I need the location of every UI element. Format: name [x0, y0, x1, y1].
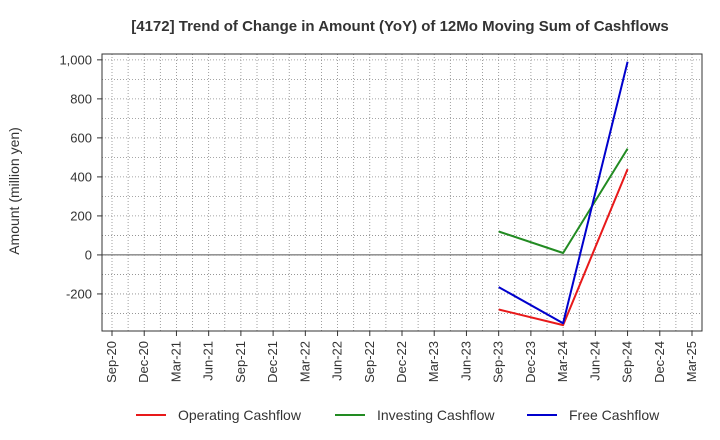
x-tick-label: Dec-20 — [136, 341, 151, 383]
x-axis-ticks: Sep-20 Dec-20 Mar-21 Jun-21 Sep-21 Dec-21 Mar-… — [104, 331, 699, 383]
x-tick-label: Sep-23 — [491, 341, 506, 383]
x-tick-label: Jun-21 — [201, 341, 216, 381]
y-tick-label: 0 — [85, 247, 92, 262]
x-tick-label: Sep-22 — [362, 341, 377, 383]
series-line-operating-cashflow — [498, 168, 629, 327]
x-tick-label: Jun-22 — [330, 341, 345, 381]
x-tick-label: Mar-24 — [555, 341, 570, 382]
y-tick-label: -200 — [66, 286, 92, 301]
legend-label-investing-cashflow: Investing Cashflow — [377, 407, 495, 423]
series-line-investing-cashflow — [498, 148, 629, 254]
x-tick-label: Mar-23 — [426, 341, 441, 382]
y-axis-label: Amount (million yen) — [6, 127, 22, 255]
x-tick-label: Sep-21 — [233, 341, 248, 383]
x-tick-label: Mar-25 — [684, 341, 699, 382]
x-tick-label: Sep-20 — [104, 341, 119, 383]
x-tick-label: Jun-23 — [458, 341, 473, 381]
x-tick-label: Mar-21 — [168, 341, 183, 382]
y-tick-label: 800 — [70, 91, 92, 106]
y-tick-label: 1,000 — [59, 52, 92, 67]
y-tick-label: 600 — [70, 130, 92, 145]
x-tick-label: Dec-22 — [394, 341, 409, 383]
grid-lines — [102, 54, 702, 331]
chart-title: [4172] Trend of Change in Amount (YoY) o… — [131, 18, 669, 35]
series-line-free-cashflow — [498, 61, 629, 325]
x-tick-label: Sep-24 — [620, 341, 635, 383]
legend-label-free-cashflow: Free Cashflow — [569, 407, 660, 423]
legend-label-operating-cashflow: Operating Cashflow — [178, 407, 302, 423]
x-tick-label: Mar-22 — [297, 341, 312, 382]
x-tick-label: Dec-21 — [265, 341, 280, 383]
y-tick-label: 400 — [70, 169, 92, 184]
x-tick-label: Jun-24 — [587, 341, 602, 381]
series-lines — [498, 61, 629, 327]
legend: Operating Cashflow Investing Cashflow Free… — [136, 407, 660, 423]
x-tick-label: Dec-23 — [523, 341, 538, 383]
y-axis-ticks: -200 0 200 400 600 800 1,000 — [59, 52, 102, 301]
x-tick-label: Dec-24 — [652, 341, 667, 383]
y-tick-label: 200 — [70, 208, 92, 223]
